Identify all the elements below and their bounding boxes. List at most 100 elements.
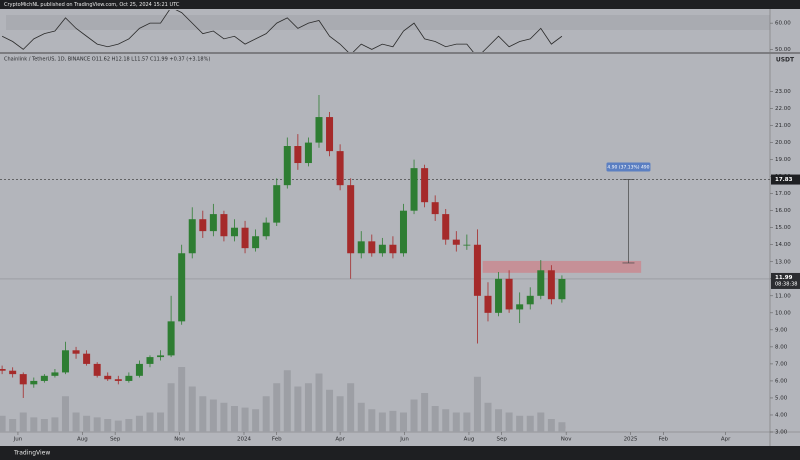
x-tick-label: Apr — [721, 437, 731, 443]
x-tick-label: Nov — [174, 437, 185, 443]
candle-body — [157, 355, 165, 358]
volume-bar — [336, 396, 344, 432]
x-tick-label: 2025 — [624, 437, 638, 443]
candle-body — [336, 151, 344, 186]
candle-body — [273, 185, 281, 223]
candle-body — [421, 168, 429, 203]
x-tick-label: 2024 — [237, 437, 251, 443]
volume-bar — [484, 402, 492, 432]
candle-body — [473, 244, 481, 296]
volume-bar — [188, 386, 196, 432]
volume-bar — [0, 415, 6, 432]
volume-bar — [410, 399, 418, 432]
candle-body — [526, 295, 534, 305]
candle-body — [315, 117, 323, 143]
volume-bar — [421, 393, 429, 432]
candle-body — [495, 278, 503, 313]
candle-body — [0, 369, 6, 371]
volume-bar — [431, 406, 439, 432]
y-tick-label: 15.00 — [775, 225, 791, 231]
volume-bar — [347, 383, 355, 432]
candle-body — [30, 380, 38, 385]
candle-body — [40, 375, 48, 381]
y-tick-label: 7.00 — [775, 361, 788, 367]
volume-bar — [230, 406, 238, 432]
y-tick-label: 17.00 — [775, 191, 791, 197]
candle-body — [463, 244, 471, 246]
volume-bar — [442, 409, 450, 432]
x-tick-label: Feb — [658, 437, 668, 443]
candle-body — [230, 227, 238, 237]
volume-bar — [178, 367, 186, 432]
volume-bar — [93, 417, 101, 432]
candle-body — [61, 350, 69, 373]
volume-bar — [273, 383, 281, 432]
footer-bar — [0, 446, 800, 460]
x-tick-label: Jun — [399, 437, 409, 443]
volume-bar — [157, 412, 165, 432]
candle-body — [241, 227, 249, 249]
candle-body — [357, 241, 365, 254]
candle-body — [452, 239, 460, 245]
candle-body — [389, 244, 397, 254]
y-tick-label: 23.00 — [775, 89, 791, 95]
candle-body — [304, 142, 312, 164]
measure-label: 4.90 (37.13%) 490 — [607, 165, 649, 171]
volume-bar — [378, 412, 386, 432]
volume-bar — [9, 419, 17, 432]
volume-bar — [294, 386, 302, 432]
volume-bar — [61, 396, 69, 432]
volume-bar — [40, 419, 48, 432]
volume-bar — [19, 412, 27, 432]
x-tick-label: Jun — [13, 437, 23, 443]
y-tick-label: 21.00 — [775, 123, 791, 129]
candle-body — [19, 374, 27, 385]
candle-body — [104, 375, 112, 380]
x-tick-label: Feb — [272, 437, 282, 443]
volume-bar — [262, 396, 270, 432]
candle-body — [93, 363, 101, 376]
volume-bar — [315, 373, 323, 432]
y-tick-label: 8.00 — [775, 344, 788, 350]
volume-bar — [357, 402, 365, 432]
volume-bar — [304, 383, 312, 432]
volume-bar — [51, 417, 59, 432]
candle-body — [114, 379, 122, 381]
volume-bar — [83, 415, 91, 432]
candle-body — [431, 202, 439, 215]
volume-bar — [104, 419, 112, 432]
volume-bar — [495, 409, 503, 432]
candle-body — [516, 304, 524, 310]
x-tick-label: Apr — [335, 437, 345, 443]
candle-body — [125, 375, 133, 381]
volume-bar — [399, 412, 407, 432]
volume-bar — [209, 399, 217, 432]
volume-bar — [241, 407, 249, 432]
volume-bar — [452, 412, 460, 432]
header-bar — [0, 0, 800, 9]
candle-body — [178, 253, 186, 322]
y-tick-label: 6.00 — [775, 378, 788, 384]
measure-label-box — [606, 162, 651, 172]
candle-body — [72, 350, 80, 354]
volume-bar — [125, 419, 133, 432]
candle-body — [326, 117, 334, 152]
candle-body — [220, 214, 228, 237]
rsi-tick-label: 60.00 — [775, 21, 791, 27]
candle-body — [167, 321, 175, 356]
candle-body — [484, 295, 492, 313]
y-tick-label: 20.00 — [775, 140, 791, 146]
volume-bar — [135, 415, 143, 432]
chart-title: Chainlink / TetherUS, 1D, BINANCE O11.62… — [4, 57, 210, 63]
candle-body — [135, 363, 143, 376]
volume-bar — [463, 412, 471, 432]
y-tick-label: 9.00 — [775, 327, 788, 333]
x-tick-label: Nov — [561, 437, 572, 443]
y-tick-label: 3.00 — [775, 430, 788, 436]
candle-body — [294, 146, 302, 164]
candle-body — [558, 278, 566, 300]
volume-bar — [505, 412, 513, 432]
volume-bar — [30, 417, 38, 432]
candle-body — [199, 219, 207, 232]
candle-body — [410, 168, 418, 211]
